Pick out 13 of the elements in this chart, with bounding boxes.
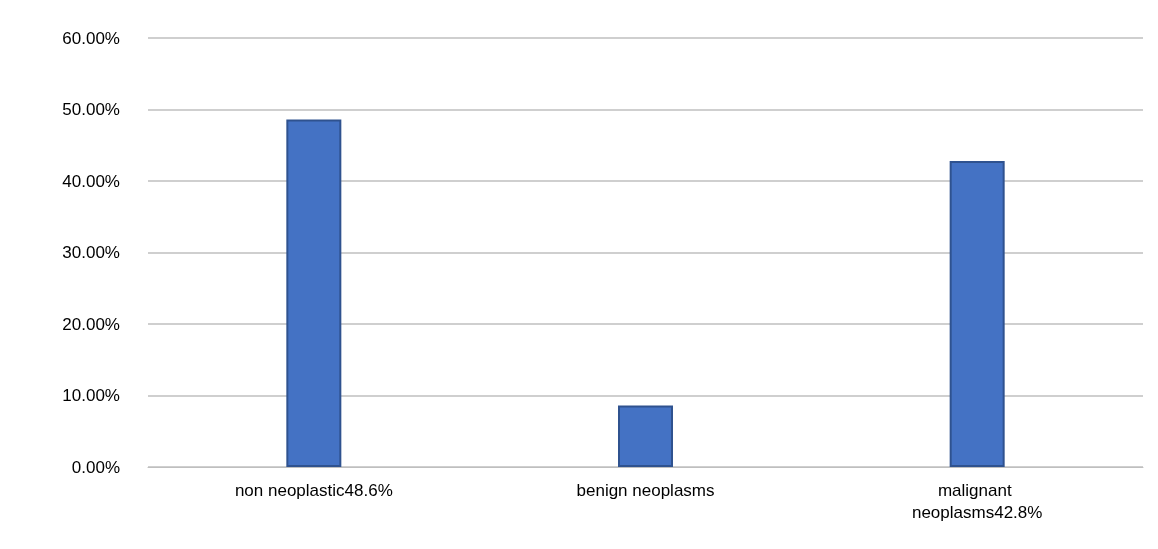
x-tick-label: non neoplastic48.6% [234,480,393,500]
bar [949,160,1005,467]
x-tick-label: benign neoplasms [576,480,715,500]
x-tick-label: malignant neoplasms42.8% [911,480,1043,522]
y-tick-label: 40.00% [62,171,120,191]
y-tick-label: 20.00% [62,314,120,334]
y-tick-label: 50.00% [62,100,120,119]
y-tick-label: 10.00% [62,386,120,405]
y-tick-label: 0.00% [71,457,120,477]
bar [618,405,673,467]
y-tick-label: 60.00% [62,28,120,48]
bar [286,119,342,467]
y-tick-label: 30.00% [62,243,120,262]
